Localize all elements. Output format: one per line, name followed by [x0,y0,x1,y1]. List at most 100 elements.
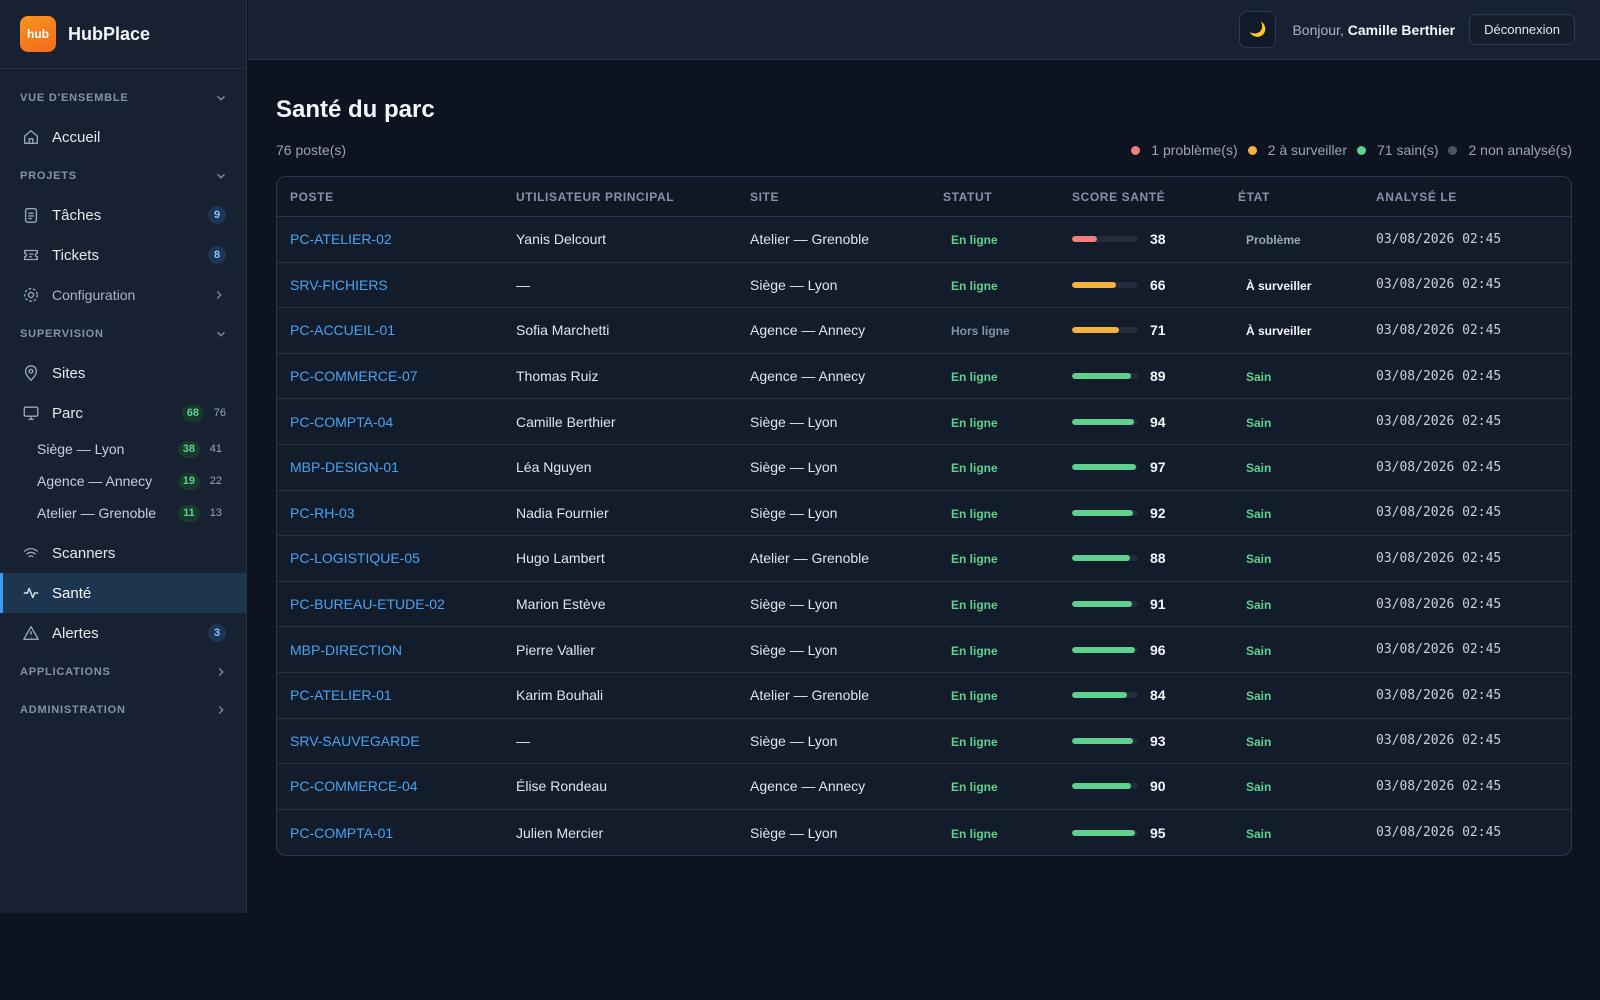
chevron-down-icon [217,95,225,101]
poste-link[interactable]: PC-COMMERCE-04 [290,778,418,795]
statut-cell: Hors ligne [943,322,1072,338]
sidebar-subitem-site[interactable]: Agence — Annecy 19 22 [0,465,246,497]
table-row[interactable]: PC-ATELIER-01 Karim Bouhali Atelier — Gren… [277,673,1571,719]
table-row[interactable]: PC-COMPTA-04 Camille Berthier Siège — Lyon… [277,399,1571,445]
score-bar-fill [1072,418,1135,425]
score-value: 94 [1150,413,1166,430]
poste-link[interactable]: PC-BUREAU-ETUDE-02 [290,596,445,613]
user-cell: Thomas Ruiz [516,368,599,385]
status-badge: En ligne [951,826,998,841]
section-supervision[interactable]: SUPERVISION [0,315,246,353]
score-bar-fill [1072,327,1119,334]
legend-label: 1 problème(s) [1151,142,1238,158]
sidebar-item-sante[interactable]: Santé [0,573,246,613]
poste-cell: PC-BUREAU-ETUDE-02 [277,596,516,612]
logout-button[interactable]: Déconnexion [1469,14,1575,45]
table-row[interactable]: PC-RH-03 Nadia Fournier Siège — Lyon En lig… [277,491,1571,537]
sidebar-subitem-site[interactable]: Atelier — Grenoble 11 13 [0,497,246,529]
poste-cell: PC-COMPTA-04 [277,414,516,430]
sidebar-item-alertes[interactable]: Alertes 3 [0,613,246,653]
analyzed-date: 03/08/2026 02:45 [1376,825,1502,841]
sidebar-item-configuration[interactable]: Configuration [0,275,246,315]
sidebar-item-label: Configuration [52,287,136,303]
column-header[interactable]: SCORE SANTÉ [1072,189,1166,204]
chevron-down-icon [217,173,225,179]
status-badge: En ligne [951,552,998,567]
table-row[interactable]: PC-ACCUEIL-01 Sofia Marchetti Agence — Ann… [277,308,1571,354]
poste-link[interactable]: PC-COMMERCE-07 [290,368,418,385]
poste-link[interactable]: PC-COMPTA-04 [290,413,394,430]
table-row[interactable]: PC-COMMERCE-04 Élise Rondeau Agence — Anne… [277,764,1571,810]
score-bar [1072,555,1138,562]
sidebar-subitem-site[interactable]: Siège — Lyon 38 41 [0,433,246,465]
sidebar-item-scanners[interactable]: Scanners [0,533,246,573]
analyzed-date: 03/08/2026 02:45 [1376,459,1502,475]
column-header[interactable]: UTILISATEUR PRINCIPAL [516,189,675,204]
section-applications[interactable]: APPLICATIONS [0,653,246,691]
score-cell: 91 [1072,596,1238,612]
poste-link[interactable]: SRV-FICHIERS [290,276,388,293]
taches-badge: 9 [208,206,226,224]
sidebar-item-accueil[interactable]: Accueil [0,117,246,157]
status-badge: En ligne [951,370,998,385]
column-header[interactable]: STATUT [943,189,993,204]
poste-link[interactable]: MBP-DIRECTION [290,641,402,658]
score-cell: 95 [1072,825,1238,841]
etat-badge: Sain [1246,370,1272,385]
brand[interactable]: hub HubPlace [0,0,246,69]
column-header[interactable]: ÉTAT [1238,189,1270,204]
status-badge: En ligne [951,506,998,521]
table-row[interactable]: PC-COMPTA-01 Julien Mercier Siège — Lyon En… [277,810,1571,856]
etat-cell: À surveiller [1238,277,1376,293]
table-row[interactable]: MBP-DESIGN-01 Léa Nguyen Siège — Lyon En li… [277,445,1571,491]
score-bar [1072,692,1138,699]
table-row[interactable]: PC-BUREAU-ETUDE-02 Marion Estève Siège — L… [277,582,1571,628]
device-count: 76 poste(s) [276,142,347,158]
wifi-icon [24,547,38,558]
analyzed-date: 03/08/2026 02:45 [1376,414,1502,430]
poste-link[interactable]: PC-COMPTA-01 [290,824,394,841]
table-row[interactable]: PC-ATELIER-02 Yanis Delcourt Atelier — Gre… [277,217,1571,263]
section-administration[interactable]: ADMINISTRATION [0,691,246,729]
user-cell: Sofia Marchetti [516,322,610,339]
column-header[interactable]: SITE [750,189,780,204]
health-legend: 1 problème(s) 2 à surveiller 71 sain(s) 2 n… [1131,142,1572,158]
score-value: 88 [1150,550,1166,567]
poste-link[interactable]: PC-ATELIER-01 [290,687,392,704]
poste-link[interactable]: PC-ACCUEIL-01 [290,322,396,339]
legend-dot [1131,145,1141,155]
poste-link[interactable]: PC-RH-03 [290,504,355,521]
table-row[interactable]: SRV-FICHIERS — Siège — Lyon En ligne 66 À sur… [277,263,1571,309]
site-cell: Siège — Lyon [750,504,838,521]
table-row[interactable]: MBP-DIRECTION Pierre Vallier Siège — Lyon E… [277,627,1571,673]
table-row[interactable]: PC-COMMERCE-07 Thomas Ruiz Agence — Annecy… [277,354,1571,400]
table-row[interactable]: SRV-SAUVEGARDE — Siège — Lyon En ligne 93 Sai… [277,719,1571,765]
score-cell: 38 [1072,231,1238,247]
sidebar-item-tickets[interactable]: Tickets 8 [0,235,246,275]
score-value: 96 [1150,641,1166,658]
score-bar-fill [1072,692,1128,699]
section-projects[interactable]: PROJETS [0,157,246,195]
sidebar-item-taches[interactable]: Tâches 9 [0,195,246,235]
poste-link[interactable]: PC-LOGISTIQUE-05 [290,550,420,567]
user-cell: Camille Berthier [516,413,616,430]
column-header[interactable]: POSTE [290,189,334,204]
greeting-text: Bonjour, [1292,21,1344,38]
column-header[interactable]: ANALYSÉ LE [1376,189,1457,204]
sidebar-item-parc[interactable]: Parc 68 76 [0,393,246,433]
score-value: 92 [1150,504,1166,521]
section-overview[interactable]: VUE D'ENSEMBLE [0,79,246,117]
analyzed-date: 03/08/2026 02:45 [1376,277,1502,293]
poste-link[interactable]: PC-ATELIER-02 [290,231,392,248]
score-bar [1072,236,1138,243]
theme-toggle-button[interactable]: 🌙 [1239,11,1277,48]
statut-cell: En ligne [943,778,1072,794]
score-value: 84 [1150,687,1166,704]
parc-online-badge: 68 [181,404,204,422]
statut-cell: En ligne [943,414,1072,430]
table-row[interactable]: PC-LOGISTIQUE-05 Hugo Lambert Atelier — Gr… [277,536,1571,582]
poste-link[interactable]: SRV-SAUVEGARDE [290,732,420,749]
site-online-badge: 11 [178,504,200,522]
sidebar-item-sites[interactable]: Sites [0,353,246,393]
poste-link[interactable]: MBP-DESIGN-01 [290,459,399,476]
